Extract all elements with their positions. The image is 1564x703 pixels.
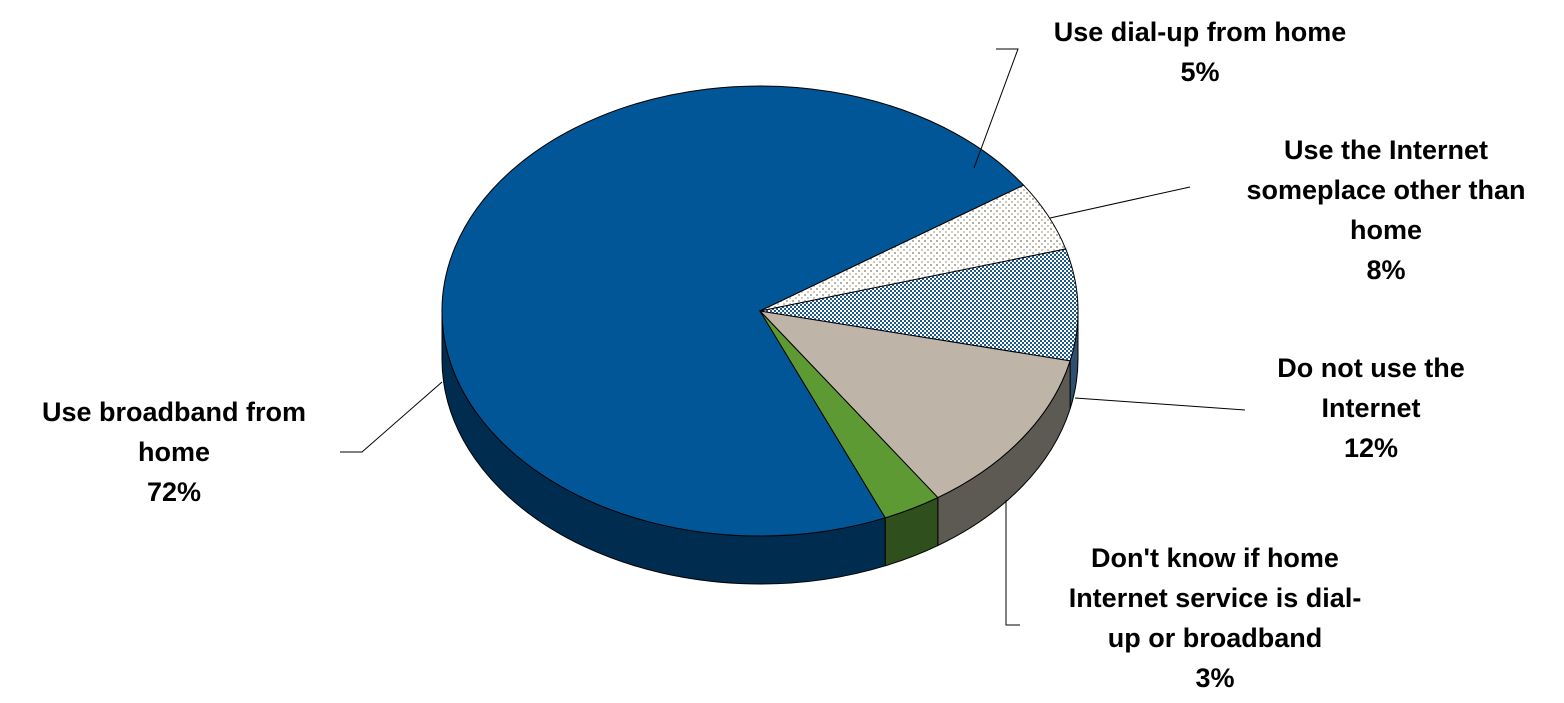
leader-line-dont-know xyxy=(1005,500,1020,626)
label-line: home xyxy=(137,437,210,467)
data-label-no-internet: Do not use the Internet 12% xyxy=(1240,348,1502,468)
pie-slice-elsewhere xyxy=(759,248,1079,362)
pie-slice-no-internet xyxy=(758,310,1071,499)
leader-lines xyxy=(340,48,1246,626)
leader-line-broadband xyxy=(340,381,443,453)
leader-line-elsewhere xyxy=(1049,186,1191,219)
data-label-broadband: Use broadband from home 72% xyxy=(0,392,348,512)
pie-slice-dont-know xyxy=(759,310,939,519)
pie-slice-broadband xyxy=(441,85,1025,537)
label-line: Use the Internet xyxy=(1283,135,1489,165)
label-line: someplace other than xyxy=(1246,175,1526,205)
label-line: Internet xyxy=(1321,393,1421,423)
data-label-elsewhere: Use the Internet someplace other than ho… xyxy=(1205,130,1564,290)
label-line: up or broadband xyxy=(1107,623,1323,653)
value-label: 12% xyxy=(1343,433,1399,463)
value-label: 72% xyxy=(146,477,202,507)
leader-line-dialup xyxy=(973,48,1019,169)
value-label: 8% xyxy=(1366,255,1406,285)
value-label: 3% xyxy=(1195,663,1235,693)
label-line: Use dial-up from home xyxy=(1053,17,1347,47)
label-line: home xyxy=(1349,215,1422,245)
label-line: Use broadband from xyxy=(41,397,307,427)
value-label: 5% xyxy=(1180,57,1220,87)
pie-top-faces xyxy=(441,85,1079,537)
label-line: Don't know if home xyxy=(1091,543,1339,573)
label-line: Do not use the xyxy=(1277,353,1465,383)
pie-side-walls xyxy=(441,310,1079,585)
label-line: Internet service is dial- xyxy=(1068,583,1362,613)
data-label-dont-know: Don't know if home Internet service is d… xyxy=(1025,538,1405,698)
leader-line-no-internet xyxy=(1074,397,1246,411)
data-label-dialup: Use dial-up from home 5% xyxy=(1010,12,1390,92)
